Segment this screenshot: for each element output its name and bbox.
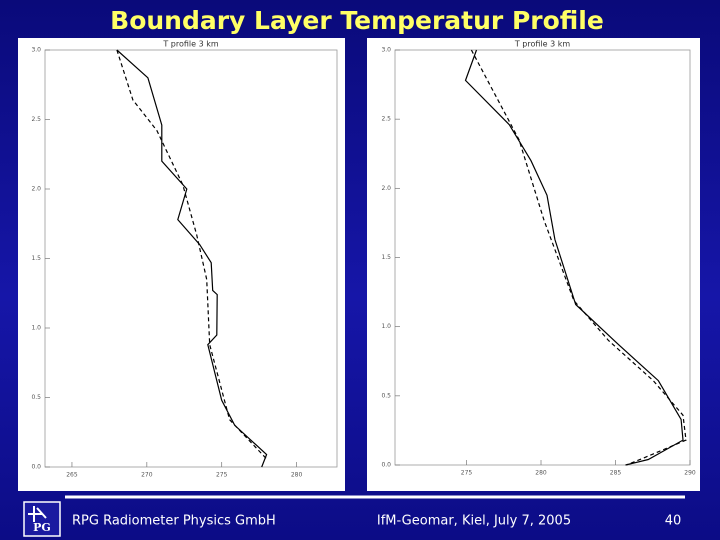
y-tick-label: 3.0 bbox=[381, 47, 391, 54]
profile-line bbox=[116, 49, 268, 468]
page-number: 40 bbox=[665, 514, 682, 529]
y-tick-label: 2.0 bbox=[381, 185, 391, 192]
y-tick-label: 2.5 bbox=[381, 116, 391, 123]
chart-panel bbox=[367, 38, 700, 491]
profile-line bbox=[116, 49, 269, 461]
slide-title: Boundary Layer Temperatur Profile bbox=[110, 6, 604, 35]
footer-event: IfM-Geomar, Kiel, July 7, 2005 bbox=[377, 514, 571, 529]
y-tick-label: 0.0 bbox=[381, 462, 391, 469]
y-tick-label: 1.0 bbox=[381, 323, 391, 330]
chart-title: T profile 3 km bbox=[162, 40, 219, 49]
x-tick-label: 280 bbox=[291, 472, 303, 479]
y-tick-label: 0.0 bbox=[31, 464, 41, 471]
x-tick-label: 285 bbox=[610, 470, 622, 477]
y-tick-label: 1.0 bbox=[31, 325, 41, 332]
x-tick-label: 275 bbox=[461, 470, 473, 477]
y-tick-label: 2.5 bbox=[31, 116, 41, 123]
footer-company: RPG Radiometer Physics GmbH bbox=[72, 514, 276, 529]
y-tick-label: 3.0 bbox=[31, 47, 41, 54]
x-tick-label: 265 bbox=[66, 472, 78, 479]
x-tick-label: 280 bbox=[535, 470, 547, 477]
x-tick-label: 275 bbox=[216, 472, 228, 479]
y-tick-label: 1.5 bbox=[381, 254, 391, 261]
chart-panel bbox=[18, 38, 345, 491]
logo-mark bbox=[28, 506, 47, 522]
profile-line bbox=[470, 49, 687, 466]
chart-title: T profile 3 km bbox=[514, 40, 571, 49]
x-tick-label: 290 bbox=[684, 470, 696, 477]
y-tick-label: 1.5 bbox=[31, 255, 41, 262]
logo-text: PG bbox=[33, 521, 51, 534]
y-tick-label: 0.5 bbox=[381, 392, 391, 399]
y-tick-label: 2.0 bbox=[31, 186, 41, 193]
y-tick-label: 0.5 bbox=[31, 394, 41, 401]
profile-line bbox=[464, 49, 684, 466]
logo bbox=[23, 501, 61, 537]
x-tick-label: 270 bbox=[141, 472, 153, 479]
